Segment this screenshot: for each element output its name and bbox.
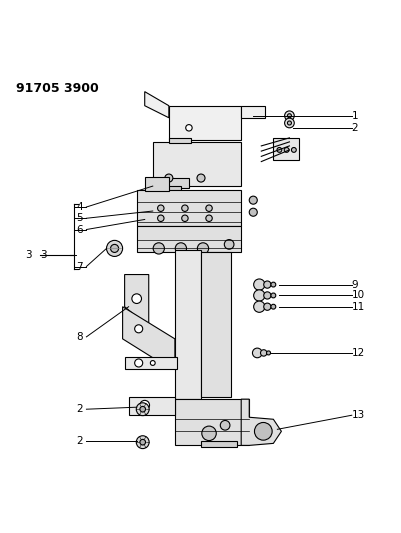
Circle shape (287, 114, 291, 118)
Text: 4: 4 (76, 202, 83, 212)
Text: 1: 1 (351, 111, 357, 121)
Polygon shape (124, 274, 148, 327)
Circle shape (136, 403, 149, 416)
Circle shape (134, 359, 142, 367)
Circle shape (220, 421, 229, 430)
Circle shape (205, 205, 212, 212)
Circle shape (164, 174, 172, 182)
FancyBboxPatch shape (168, 138, 190, 143)
Circle shape (254, 423, 271, 440)
FancyBboxPatch shape (160, 178, 188, 188)
Text: 10: 10 (351, 290, 364, 301)
Circle shape (284, 111, 294, 120)
Circle shape (136, 436, 149, 449)
Circle shape (263, 281, 270, 288)
Circle shape (132, 294, 141, 303)
Circle shape (201, 426, 216, 441)
Circle shape (224, 239, 233, 249)
Text: 91705 3900: 91705 3900 (16, 82, 99, 94)
Circle shape (185, 125, 192, 131)
Circle shape (140, 406, 145, 412)
FancyBboxPatch shape (200, 441, 237, 447)
Circle shape (287, 121, 291, 125)
Circle shape (263, 303, 270, 310)
Text: 2: 2 (76, 437, 83, 446)
Text: 5: 5 (76, 213, 83, 223)
Circle shape (140, 400, 149, 410)
Circle shape (197, 243, 208, 254)
Circle shape (270, 282, 275, 287)
Circle shape (252, 348, 261, 358)
FancyBboxPatch shape (168, 106, 241, 140)
FancyBboxPatch shape (200, 253, 231, 397)
Text: 7: 7 (76, 262, 83, 271)
FancyBboxPatch shape (136, 190, 241, 227)
Circle shape (270, 293, 275, 298)
Polygon shape (241, 106, 265, 118)
Circle shape (181, 205, 188, 212)
Polygon shape (124, 357, 176, 369)
FancyBboxPatch shape (136, 227, 241, 253)
Circle shape (260, 350, 266, 356)
Polygon shape (241, 399, 281, 446)
Polygon shape (122, 306, 174, 359)
Text: 3: 3 (40, 251, 47, 260)
FancyBboxPatch shape (144, 177, 168, 191)
Polygon shape (128, 397, 174, 415)
Circle shape (266, 351, 270, 355)
Text: 12: 12 (351, 348, 364, 358)
Text: 8: 8 (76, 332, 83, 342)
Text: 13: 13 (351, 410, 364, 420)
Text: 11: 11 (351, 302, 364, 312)
Circle shape (291, 148, 296, 152)
Circle shape (150, 360, 155, 366)
FancyBboxPatch shape (174, 251, 200, 399)
Circle shape (270, 304, 275, 309)
Text: 3: 3 (26, 251, 32, 260)
Circle shape (205, 215, 212, 222)
Circle shape (249, 208, 257, 216)
Circle shape (253, 301, 264, 312)
Circle shape (249, 196, 257, 204)
Circle shape (284, 118, 294, 128)
Circle shape (157, 215, 164, 222)
Circle shape (196, 174, 205, 182)
FancyBboxPatch shape (273, 138, 299, 160)
Text: 6: 6 (76, 224, 83, 235)
Circle shape (263, 292, 270, 299)
FancyBboxPatch shape (174, 399, 249, 446)
Circle shape (157, 205, 164, 212)
Circle shape (134, 325, 142, 333)
FancyBboxPatch shape (160, 186, 180, 192)
Circle shape (153, 243, 164, 254)
Circle shape (110, 245, 118, 253)
Circle shape (140, 439, 145, 445)
Text: 9: 9 (351, 280, 357, 289)
Circle shape (253, 279, 264, 290)
Text: 2: 2 (351, 123, 357, 133)
Text: 2: 2 (76, 404, 83, 414)
Circle shape (284, 148, 288, 152)
Circle shape (276, 148, 281, 152)
FancyBboxPatch shape (152, 142, 241, 186)
Circle shape (106, 240, 122, 256)
Circle shape (253, 290, 264, 301)
Circle shape (181, 215, 188, 222)
Circle shape (175, 243, 186, 254)
Polygon shape (144, 92, 168, 118)
